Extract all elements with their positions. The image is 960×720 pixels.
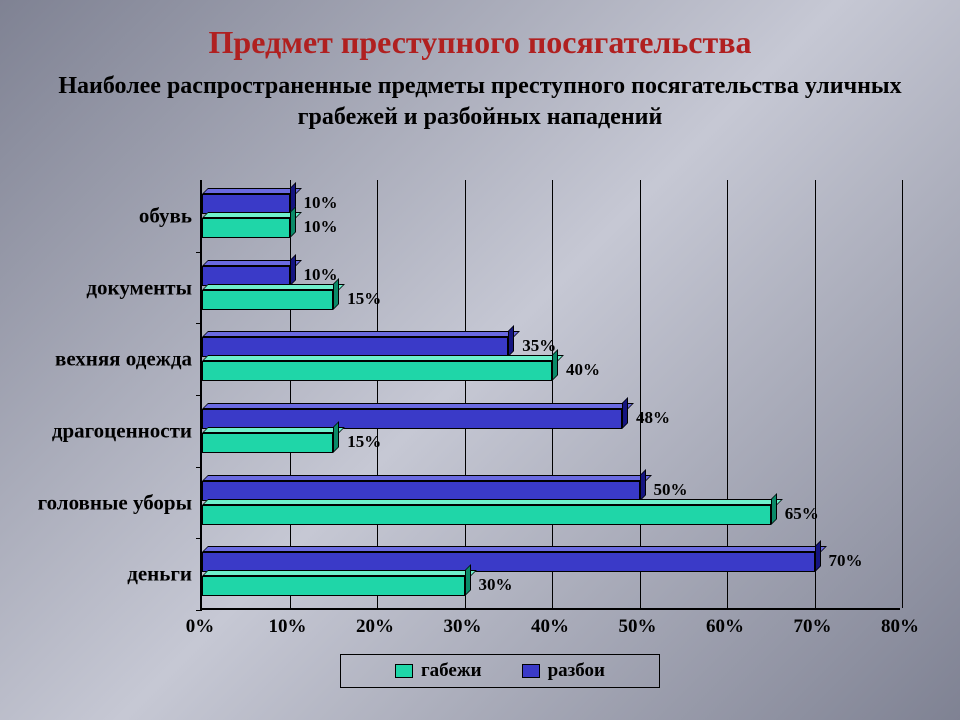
y-tick xyxy=(196,538,202,539)
grid-line xyxy=(727,180,728,608)
chart-subtitle: Наиболее распространенные предметы прест… xyxy=(0,71,960,133)
bar-value-label: 15% xyxy=(347,289,381,309)
legend-swatch xyxy=(522,664,540,678)
x-tick-label: 50% xyxy=(619,616,657,638)
y-tick xyxy=(196,395,202,396)
y-tick xyxy=(196,323,202,324)
bar-value-label: 30% xyxy=(479,575,513,595)
bar-value-label: 10% xyxy=(304,193,338,213)
x-tick-label: 40% xyxy=(531,616,569,638)
grid-line xyxy=(640,180,641,608)
y-category-label: головные уборы xyxy=(38,490,192,515)
bar-value-label: 50% xyxy=(654,480,688,500)
bar-value-label: 65% xyxy=(785,504,819,524)
grid-line xyxy=(290,180,291,608)
bar-value-label: 10% xyxy=(304,265,338,285)
bar-gabezhi xyxy=(202,433,333,453)
y-category-label: обувь xyxy=(139,203,192,228)
bar-razboi xyxy=(202,194,290,214)
y-tick xyxy=(196,252,202,253)
chart-area: 10%10%10%15%35%40%48%15%50%65%70%30% обу… xyxy=(200,180,900,610)
y-category-label: деньги xyxy=(127,562,192,587)
x-tick-label: 60% xyxy=(706,616,744,638)
legend-label: габежи xyxy=(421,660,482,682)
bar-value-label: 70% xyxy=(829,551,863,571)
legend-item-razboi: разбои xyxy=(522,660,605,682)
bar-razboi xyxy=(202,409,622,429)
y-tick xyxy=(196,467,202,468)
y-category-label: документы xyxy=(86,275,192,300)
grid-line xyxy=(377,180,378,608)
bar-razboi xyxy=(202,266,290,286)
chart-title: Предмет преступного посягательства xyxy=(0,0,960,61)
legend: габежи разбои xyxy=(340,654,660,688)
x-tick-label: 10% xyxy=(269,616,307,638)
legend-label: разбои xyxy=(548,660,605,682)
x-tick-label: 80% xyxy=(881,616,919,638)
x-tick-label: 70% xyxy=(794,616,832,638)
bar-value-label: 10% xyxy=(304,217,338,237)
bar-value-label: 40% xyxy=(566,360,600,380)
bar-razboi xyxy=(202,481,640,501)
plot-area: 10% 10% 10% 15% 35% 40% 48% 15% 50% 65% 70% 30% xyxy=(200,180,900,610)
x-tick-label: 30% xyxy=(444,616,482,638)
x-tick-label: 20% xyxy=(356,616,394,638)
bar-value-label: 35% xyxy=(522,336,556,356)
grid-line xyxy=(465,180,466,608)
legend-item-gabezhi: габежи xyxy=(395,660,482,682)
bar-gabezhi xyxy=(202,218,290,238)
x-tick-label: 0% xyxy=(186,616,215,638)
y-category-label: драгоценности xyxy=(52,418,192,443)
y-category-label: вехняя одежда xyxy=(55,347,192,372)
grid-line xyxy=(902,180,903,608)
legend-swatch xyxy=(395,664,413,678)
bar-value-label: 48% xyxy=(636,408,670,428)
bar-gabezhi xyxy=(202,361,552,381)
y-tick xyxy=(196,610,202,611)
bar-value-label: 15% xyxy=(347,432,381,452)
bar-gabezhi xyxy=(202,576,465,596)
grid-line xyxy=(552,180,553,608)
bar-gabezhi xyxy=(202,290,333,310)
bar-gabezhi xyxy=(202,505,771,525)
